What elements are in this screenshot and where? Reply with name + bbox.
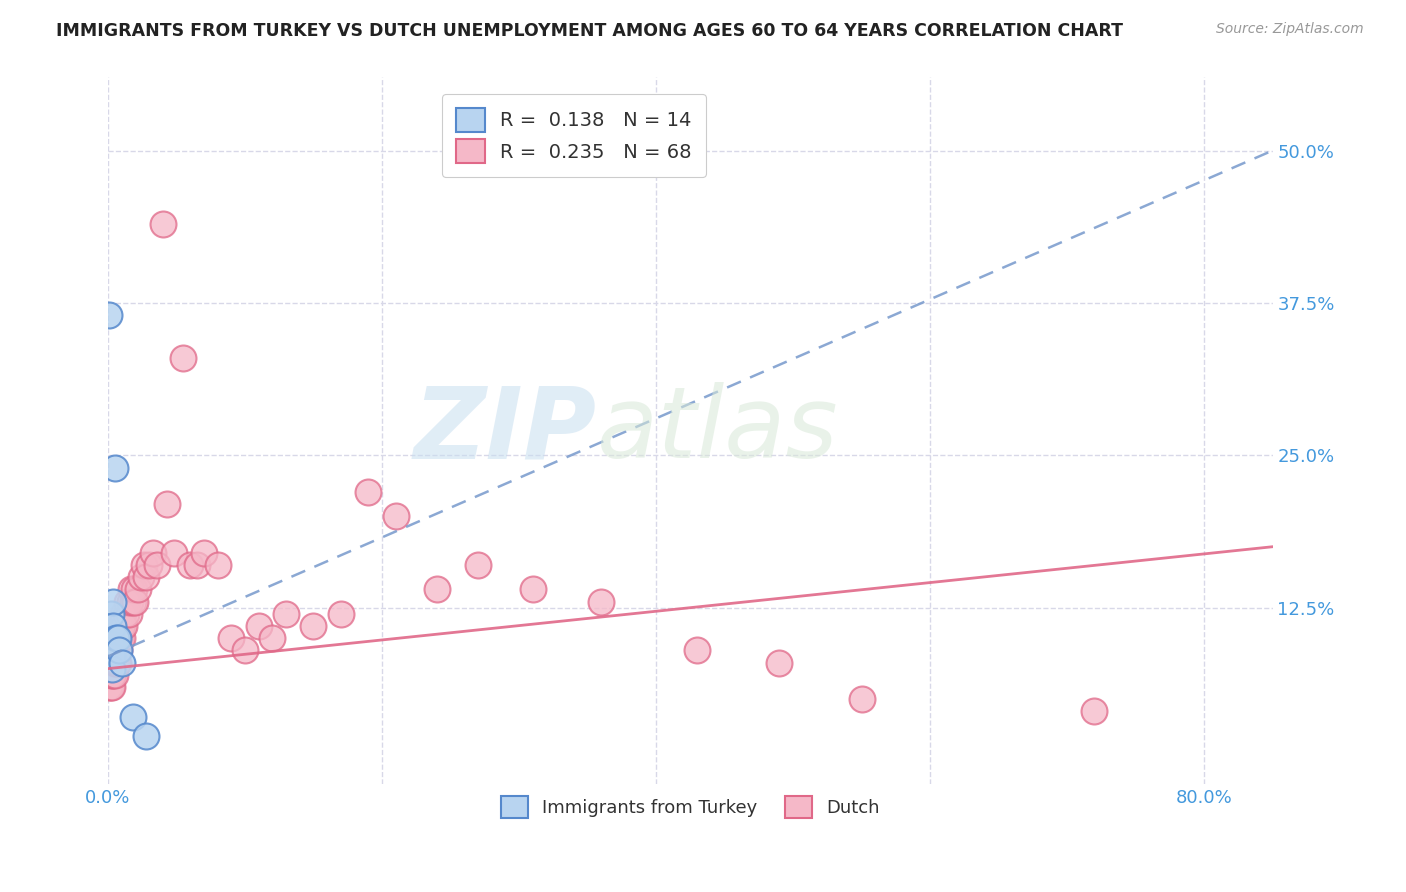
Point [522, 582, 544, 597]
Point [110, 631, 132, 645]
Text: ZIP: ZIP [415, 383, 598, 479]
Point [111, 656, 134, 670]
Point [591, 594, 613, 608]
Point [426, 582, 449, 597]
Point [329, 607, 352, 621]
Point [233, 643, 256, 657]
Point [104, 643, 127, 657]
Text: atlas: atlas [598, 383, 839, 479]
Point [111, 619, 134, 633]
Point [100, 607, 122, 621]
Point [127, 582, 149, 597]
Point [100, 667, 122, 681]
Point [100, 680, 122, 694]
Point [101, 667, 124, 681]
Point [107, 631, 129, 645]
Point [121, 594, 143, 608]
Point [193, 546, 215, 560]
Point [146, 558, 169, 572]
Point [686, 643, 709, 657]
Point [100, 656, 122, 670]
Point [107, 656, 129, 670]
Point [104, 667, 127, 681]
Point [115, 594, 138, 608]
Point [135, 570, 157, 584]
Point [262, 631, 284, 645]
Point [357, 484, 380, 499]
Point [152, 217, 174, 231]
Point [107, 631, 129, 645]
Point [768, 656, 790, 670]
Point [135, 729, 157, 743]
Point [105, 631, 128, 645]
Point [221, 631, 243, 645]
Text: IMMIGRANTS FROM TURKEY VS DUTCH UNEMPLOYMENT AMONG AGES 60 TO 64 YEARS CORRELATI: IMMIGRANTS FROM TURKEY VS DUTCH UNEMPLOY… [56, 22, 1123, 40]
Point [156, 497, 179, 511]
Point [98, 680, 121, 694]
Point [108, 643, 131, 657]
Point [98, 656, 121, 670]
Point [851, 692, 873, 706]
Point [103, 594, 125, 608]
Point [105, 656, 128, 670]
Point [101, 662, 124, 676]
Point [98, 667, 121, 681]
Point [179, 558, 201, 572]
Point [103, 656, 125, 670]
Point [302, 619, 325, 633]
Point [247, 619, 270, 633]
Point [186, 558, 208, 572]
Point [172, 351, 194, 365]
Point [108, 643, 131, 657]
Point [110, 619, 132, 633]
Point [274, 607, 297, 621]
Point [124, 594, 146, 608]
Point [122, 582, 145, 597]
Point [104, 460, 127, 475]
Point [112, 607, 135, 621]
Point [132, 558, 155, 572]
Point [108, 631, 131, 645]
Point [118, 594, 141, 608]
Point [138, 558, 160, 572]
Legend: Immigrants from Turkey, Dutch: Immigrants from Turkey, Dutch [494, 789, 887, 825]
Point [121, 710, 143, 724]
Point [117, 607, 139, 621]
Point [467, 558, 489, 572]
Point [104, 656, 127, 670]
Point [163, 546, 186, 560]
Point [384, 509, 406, 524]
Point [103, 667, 125, 681]
Point [129, 570, 152, 584]
Point [1083, 704, 1105, 718]
Point [107, 643, 129, 657]
Point [103, 619, 125, 633]
Point [101, 656, 124, 670]
Point [101, 649, 124, 664]
Point [111, 631, 134, 645]
Text: Source: ZipAtlas.com: Source: ZipAtlas.com [1216, 22, 1364, 37]
Point [142, 546, 165, 560]
Point [207, 558, 229, 572]
Point [103, 643, 125, 657]
Point [98, 308, 121, 322]
Point [100, 637, 122, 651]
Point [101, 680, 124, 694]
Point [105, 631, 128, 645]
Point [114, 607, 136, 621]
Point [120, 582, 142, 597]
Point [112, 619, 135, 633]
